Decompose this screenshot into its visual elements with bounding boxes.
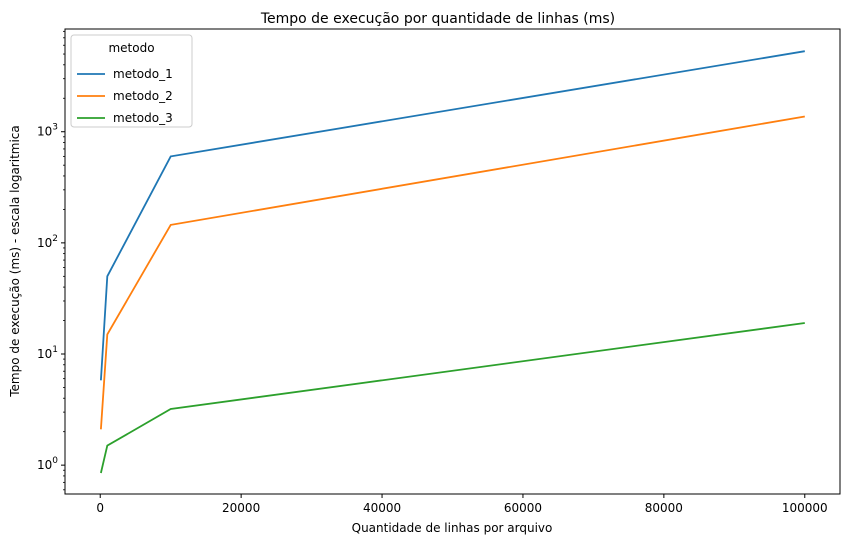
legend-label-metodo-1: metodo_1	[113, 67, 173, 81]
x-tick-label: 100000	[782, 501, 828, 515]
x-tick-label: 60000	[504, 501, 542, 515]
chart-title: Tempo de execução por quantidade de linh…	[260, 11, 615, 27]
y-tick-label: 101	[37, 345, 58, 361]
legend-label-metodo-2: metodo_2	[113, 89, 173, 103]
series-line-metodo-1	[100, 50, 805, 381]
y-tick-label: 100	[37, 456, 58, 472]
x-tick-label: 0	[96, 501, 104, 515]
y-axis: 100 101 102 103	[37, 30, 65, 491]
legend-title: metodo	[108, 41, 154, 55]
legend-label-metodo-3: metodo_3	[113, 111, 173, 125]
x-tick-label: 80000	[645, 501, 683, 515]
x-tick-label: 20000	[222, 501, 260, 515]
x-axis: 0 20000 40000 60000 80000 100000	[96, 494, 828, 515]
y-tick-label: 102	[37, 234, 58, 250]
y-tick-label: 103	[37, 123, 58, 139]
series-layer	[100, 50, 805, 474]
y-axis-label: Tempo de execução (ms) - escala logaritm…	[8, 125, 22, 398]
plot-frame	[64, 28, 841, 495]
legend-box	[70, 34, 193, 128]
x-axis-label: Quantidade de linhas por arquivo	[352, 521, 553, 535]
legend: metodo metodo_1 metodo_2 metodo_3	[70, 34, 193, 128]
x-tick-label: 40000	[363, 501, 401, 515]
series-line-metodo-3	[100, 322, 805, 474]
series-line-metodo-2	[100, 115, 805, 430]
